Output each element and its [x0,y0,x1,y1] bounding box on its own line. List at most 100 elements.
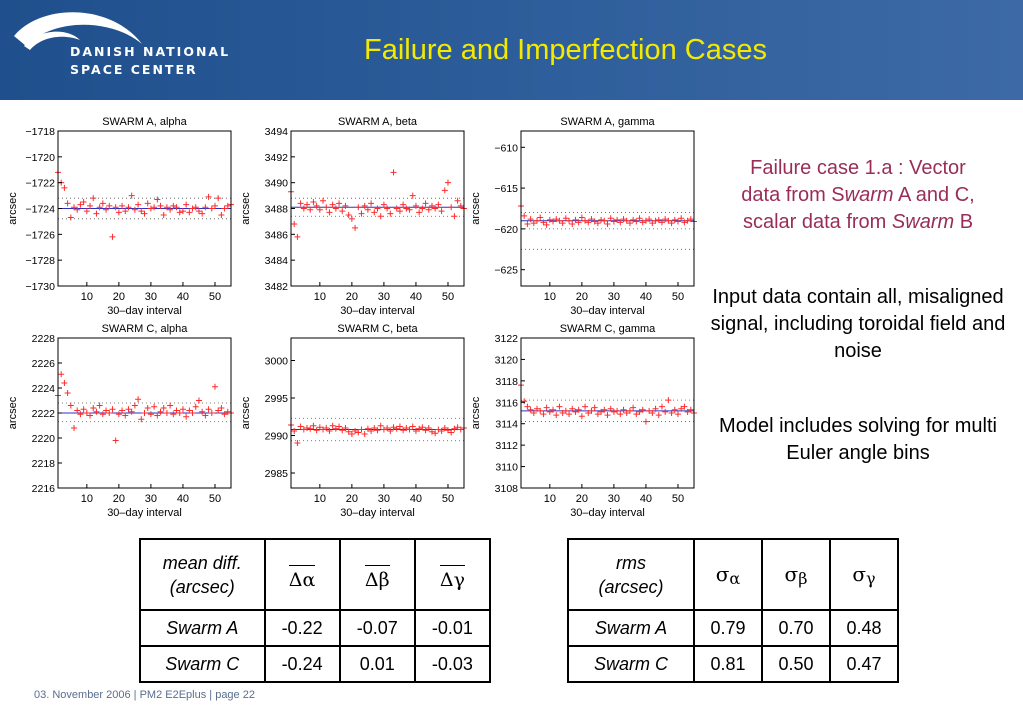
data-point [74,407,81,414]
data-point [451,213,458,220]
data-point [355,204,362,211]
data-point [604,221,611,227]
data-point [534,217,541,224]
data-point [205,406,212,413]
data-point [348,215,355,222]
data-point [412,428,419,434]
data-point [179,208,186,215]
data-point [294,440,301,446]
data-point [668,220,675,227]
data-point [147,205,154,212]
data-point [658,403,665,410]
data-point [594,220,601,227]
y-tick-label: −1724 [26,204,56,216]
x-tick-label: 40 [640,291,652,303]
y-tick-label: 3120 [495,354,519,366]
x-tick-label: 10 [544,493,556,505]
data-point [297,200,304,207]
data-point [550,406,557,413]
data-point [208,410,215,416]
data-point [646,407,653,414]
data-point [438,428,445,434]
row-label: Swarm A [139,609,266,647]
data-point [524,403,531,410]
data-point [323,204,330,211]
data-point [655,412,662,419]
chart-title: SWARM C, gamma [560,323,656,335]
data-point [224,408,231,415]
data-point [154,196,161,203]
table-cell: 0.47 [829,645,899,683]
data-point [320,426,327,433]
failure-line-2b: warm [844,184,894,206]
data-point [218,211,225,218]
data-point [215,407,222,414]
data-point [668,410,675,416]
data-point [332,205,339,212]
y-tick-label: 2224 [32,383,56,395]
col-sigma-gamma: σγ [829,538,899,611]
data-point [125,204,132,211]
y-tick-label: 3112 [495,440,518,452]
data-point [444,179,451,186]
y-tick-label: −620 [494,224,518,236]
data-point [119,202,126,209]
data-point [681,403,688,410]
data-point [291,221,298,227]
data-point [432,430,439,437]
data-point [358,210,365,217]
data-point [649,410,656,416]
data-point [527,216,534,223]
data-point [617,411,624,418]
data-point [141,410,148,416]
table-row: Swarm A 0.79 0.70 0.48 [567,609,899,647]
data-point [297,423,304,430]
data-point [403,205,410,212]
data-point [377,422,384,429]
y-tick-label: −1728 [26,255,56,267]
data-point [371,425,378,431]
data-point [655,216,662,223]
failure-line-2c: A and C, [893,184,975,206]
x-tick-label: 30 [145,291,157,303]
data-point [138,416,145,423]
col-delta-alpha: Δα [263,538,341,611]
data-point [607,215,614,222]
data-point [527,406,534,413]
data-point [428,428,435,435]
x-tick-label: 20 [346,493,358,505]
data-point [87,202,94,209]
data-point [205,193,212,200]
data-point [96,204,103,211]
data-point [543,221,550,228]
data-point [147,411,154,418]
data-point [336,200,343,207]
data-point [623,410,630,416]
data-point [416,425,423,432]
y-tick-label: 3486 [265,229,289,241]
data-point [106,202,113,209]
y-axis-label: arcsec [7,396,19,429]
failure-case-text: Failure case 1.a : Vector data from Swar… [700,155,1016,236]
y-tick-label: 2995 [265,393,289,405]
x-tick-label: 30 [608,493,620,505]
data-point [428,202,435,209]
data-point [208,205,215,212]
data-point [355,429,362,436]
y-axis-label: arcsec [240,192,252,225]
x-axis-label: 30–day interval [340,507,415,519]
data-point [304,425,311,431]
y-tick-label: 2226 [32,358,56,370]
data-point [550,218,557,225]
y-tick-label: −1718 [26,126,56,138]
x-tick-label: 50 [209,291,221,303]
chart-swarm-a-beta: SWARM A, beta 10 20 30 40 50 3482 3484 3486 3488 3… [238,108,470,328]
data-point [151,403,158,410]
data-point [416,209,423,216]
logo-line-2: SPACE CENTER [70,62,198,77]
data-point [617,219,624,226]
x-tick-label: 20 [576,493,588,505]
data-point [454,197,461,204]
data-point [307,206,314,213]
mean-diff-header: mean diff. (arcsec) [139,538,266,611]
